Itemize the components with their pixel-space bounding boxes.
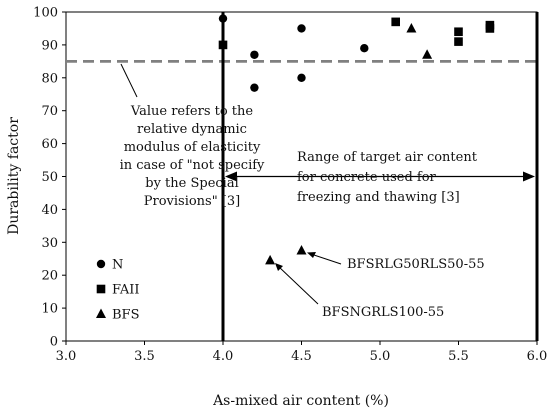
data-point-faii — [454, 37, 463, 46]
reference-note-line: Value refers to the — [130, 104, 254, 119]
y-tick-label: 80 — [41, 71, 58, 86]
reference-note-line: modulus of elasticity — [124, 140, 261, 155]
x-tick-label: 3.5 — [134, 349, 155, 364]
reference-note-line: in case of "not specify — [120, 158, 265, 173]
reference-note-line: Provisions" [3] — [144, 194, 241, 209]
x-tick-label: 6.0 — [527, 349, 548, 364]
data-point-n — [218, 14, 228, 23]
reference-annotation: Value refers to the relative dynamic modul… — [120, 63, 265, 209]
data-point-faii — [218, 40, 228, 50]
legend-label-faii: FAII — [112, 283, 140, 298]
data-point-faii — [454, 27, 463, 37]
x-tick-label: 5.0 — [370, 349, 391, 364]
data-point-n — [250, 50, 259, 59]
data-point-bfs — [265, 254, 276, 265]
y-tick-label: 60 — [41, 137, 58, 152]
y-tick-label: 90 — [41, 38, 58, 53]
y-tick-label: 40 — [41, 203, 58, 218]
y-tick-label: 70 — [41, 104, 58, 119]
reference-leader-line — [120, 63, 138, 98]
x-tick-label: 3.0 — [56, 349, 77, 364]
label-bfsrlg50rls50-55: BFSRLG50RLS50-55 — [347, 257, 485, 272]
label-bfsngrls100-55: BFSNGRLS100-55 — [322, 305, 444, 320]
data-point-bfs — [422, 49, 433, 59]
range-annotation: Range of target air content for concrete … — [297, 150, 478, 205]
y-tick-label: 10 — [41, 302, 58, 317]
data-point-faii — [485, 24, 495, 33]
y-tick-labels: 0 10 20 30 40 50 60 70 80 90 100 — [33, 6, 58, 350]
legend-label-n: N — [112, 258, 123, 273]
label-upper-arrowhead — [307, 252, 316, 258]
reference-note-line: relative dynamic — [137, 122, 247, 137]
reference-note-line: by the Special — [145, 176, 239, 191]
legend-marker-n — [96, 259, 106, 269]
range-arrow-right-head — [523, 171, 535, 182]
range-note-line: Range of target air content — [297, 150, 478, 165]
data-point-n — [360, 43, 369, 53]
legend-marker-bfs — [96, 308, 106, 318]
range-note-line: for concrete used for — [297, 170, 437, 185]
x-tick-label: 4.0 — [213, 349, 234, 364]
label-lower-arrowhead — [275, 263, 283, 271]
label-upper-leader — [310, 253, 342, 265]
data-point-n — [297, 24, 306, 33]
data-point-bfs — [406, 22, 417, 33]
range-layer — [221, 12, 539, 341]
legend-label-bfs: BFS — [112, 308, 139, 323]
x-axis-title: As-mixed air content (%) — [212, 393, 389, 409]
x-tick-labels: 3.0 3.5 4.0 4.5 5.0 5.5 6.0 — [56, 349, 548, 364]
data-point-n — [297, 73, 306, 83]
data-point-n — [250, 83, 259, 92]
legend-marker-faii — [96, 284, 106, 294]
y-tick-label: 100 — [33, 6, 58, 21]
y-tick-label: 50 — [41, 170, 58, 185]
label-lower-leader — [277, 265, 319, 305]
data-point-bfs — [296, 245, 307, 255]
y-tick-label: 30 — [41, 236, 58, 251]
x-tick-label: 5.5 — [448, 349, 469, 364]
data-point-faii — [391, 17, 400, 27]
point-labels: BFSRLG50RLS50-55 BFSNGRLS100-55 — [275, 252, 485, 320]
range-arrow-left-head — [225, 171, 237, 182]
legend: N FAII BFS — [96, 258, 140, 323]
y-tick-label: 20 — [41, 269, 58, 284]
x-tick-label: 4.5 — [291, 349, 312, 364]
y-tick-label: 0 — [50, 335, 58, 350]
range-note-line: freezing and thawing [3] — [297, 190, 460, 205]
y-axis-title: Durability factor — [6, 117, 22, 235]
data-points — [218, 14, 495, 265]
